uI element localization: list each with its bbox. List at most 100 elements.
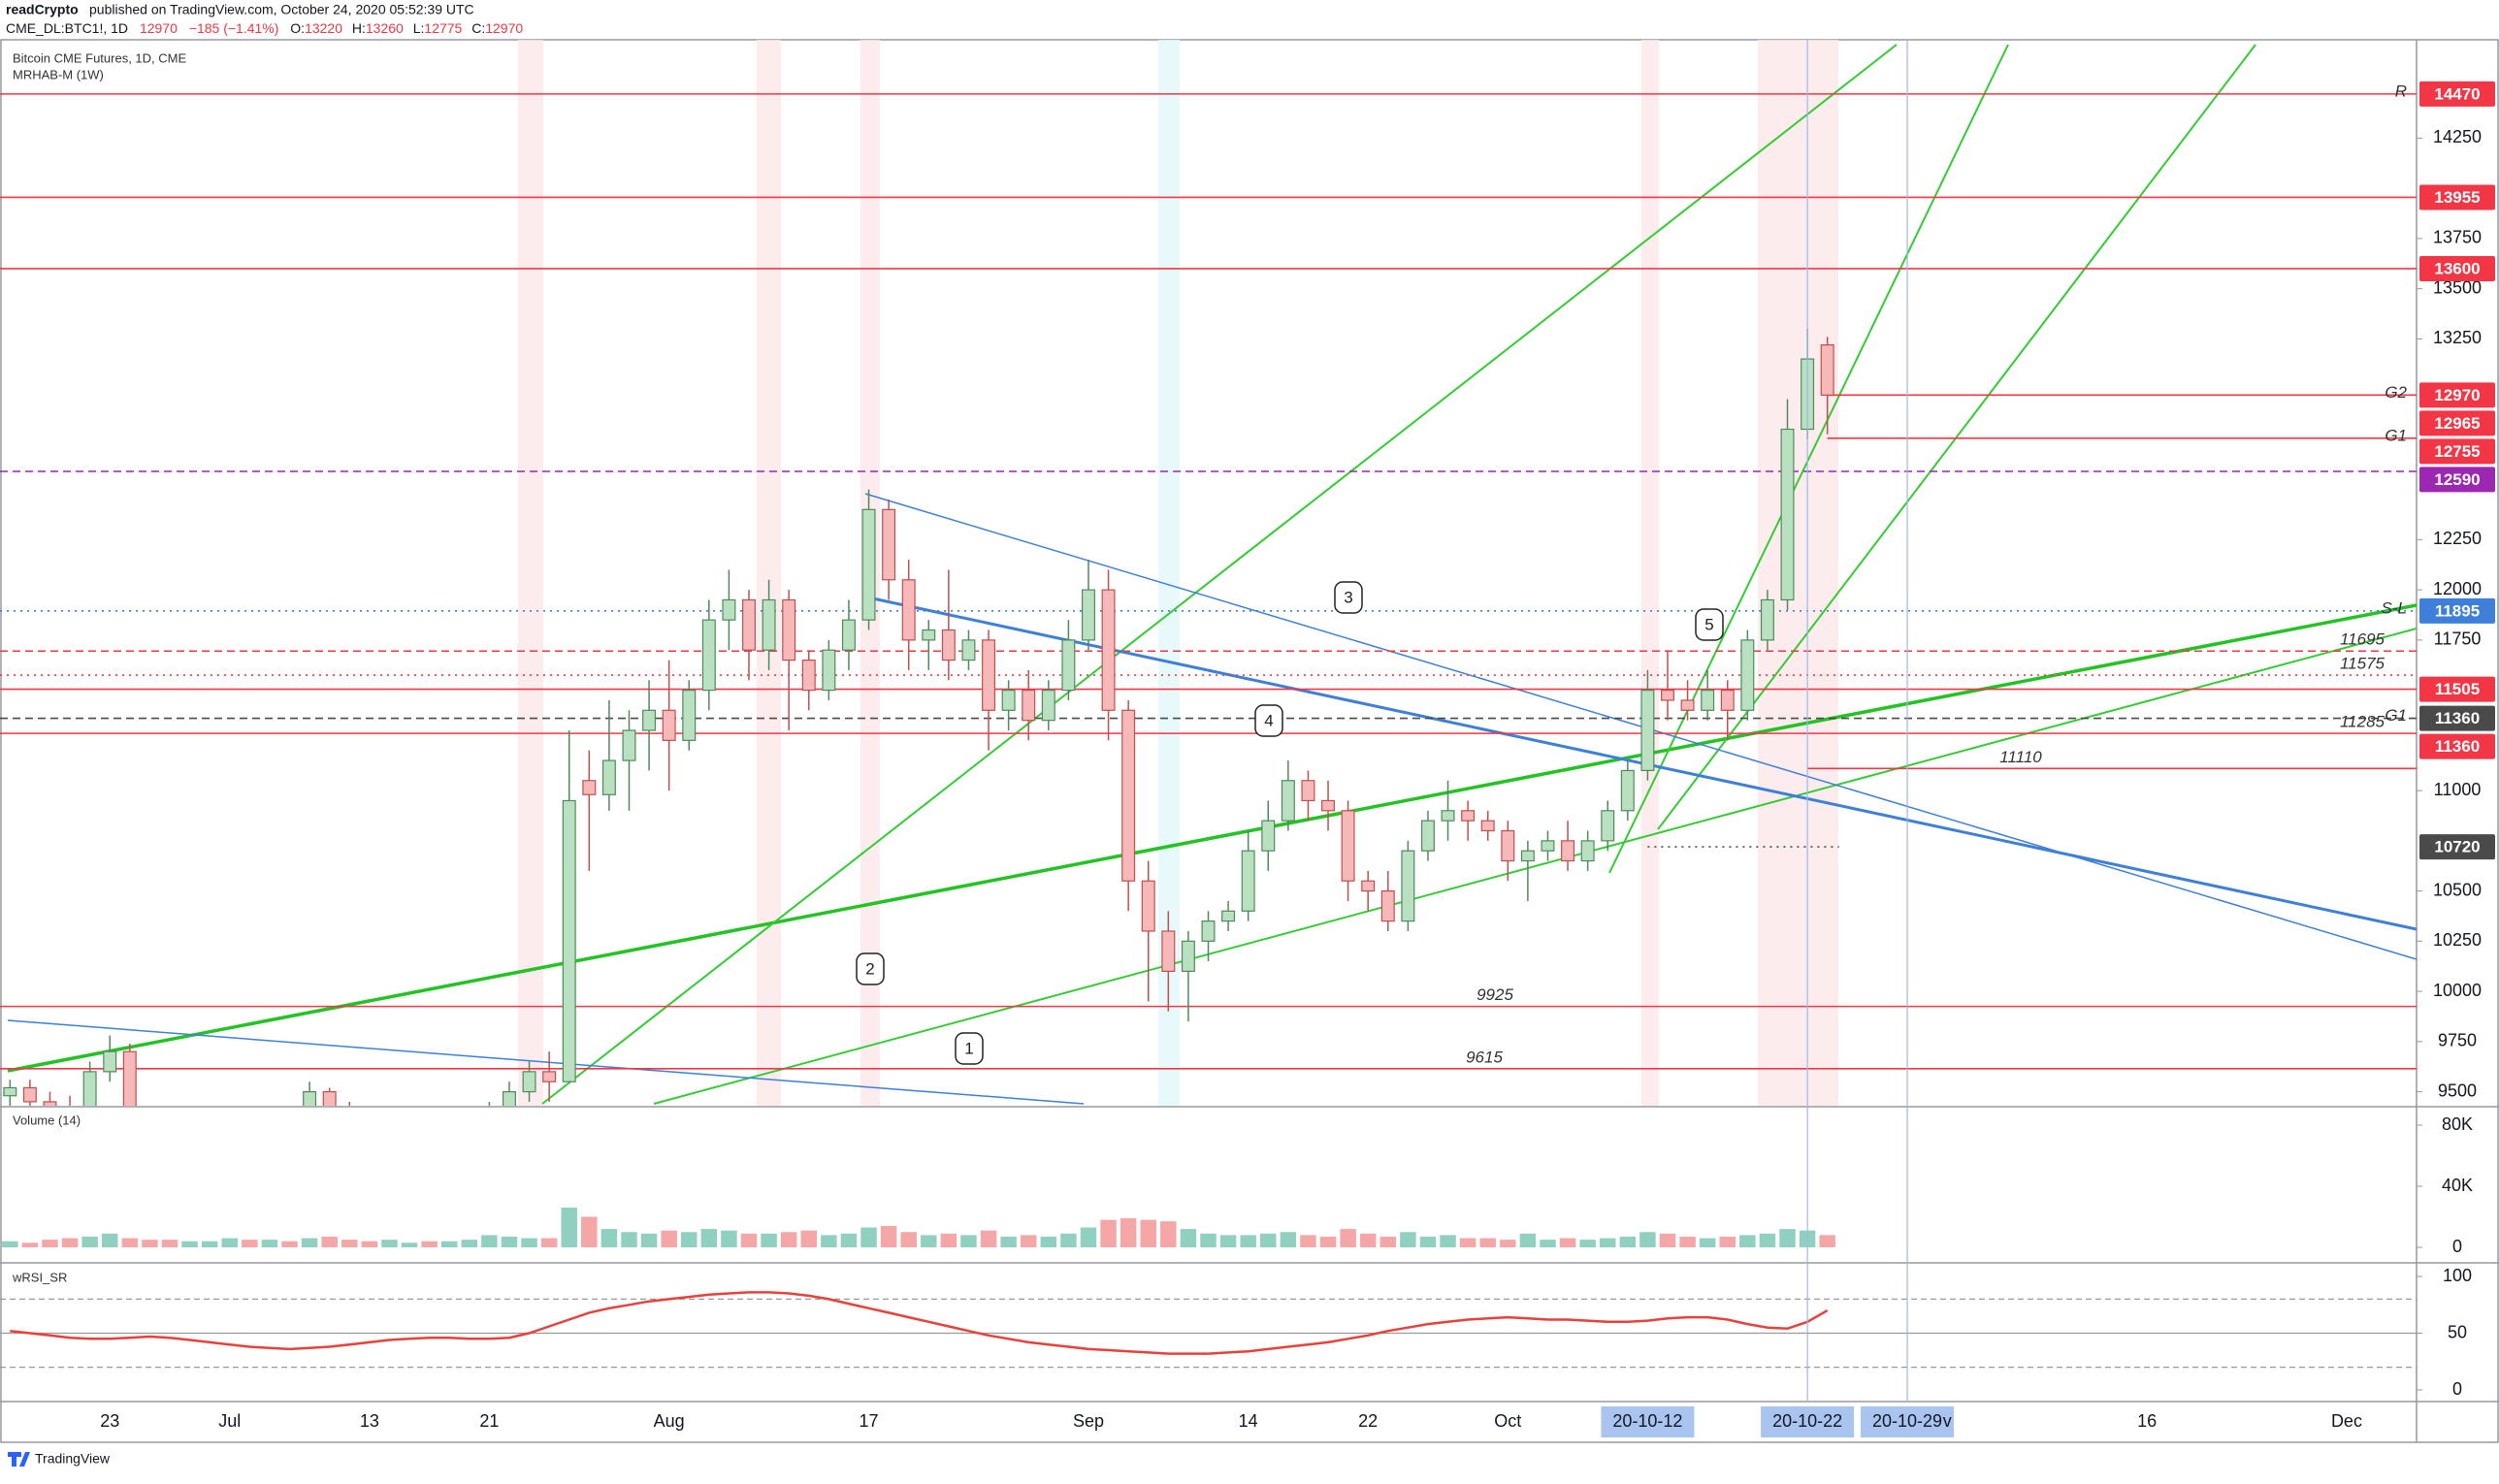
price-label: 11505 <box>2435 680 2480 698</box>
level-tag: S-L <box>2382 598 2407 617</box>
volume-bar <box>800 1230 817 1247</box>
price-label-box <box>2419 676 2495 702</box>
candle-body <box>122 1050 137 1106</box>
volume-bar <box>1200 1233 1217 1247</box>
candle-body <box>582 780 597 795</box>
volume-bar <box>1579 1240 1596 1247</box>
y-tick-label: 0 <box>2452 1379 2462 1399</box>
highlight-band <box>518 40 543 1106</box>
volume-bar <box>640 1233 658 1247</box>
candle-body <box>1701 690 1715 711</box>
volume-bar <box>1140 1219 1156 1247</box>
candle-body <box>1601 810 1615 842</box>
price-label: 12590 <box>2434 470 2480 489</box>
volume-pane <box>2 1208 1835 1247</box>
volume-bar <box>142 1240 158 1247</box>
ohlc-prefix: C: <box>471 20 485 36</box>
candle-body <box>961 639 976 661</box>
price-label-box <box>2419 184 2495 210</box>
volume-bar <box>540 1238 558 1247</box>
candle-body <box>1820 344 1834 396</box>
candle-body <box>742 598 756 651</box>
y-tick-label: 10500 <box>2433 880 2482 899</box>
price-label-box <box>2419 438 2495 465</box>
level-label: 9615 <box>1466 1048 1503 1066</box>
volume-bar <box>1479 1238 1496 1247</box>
x-tick-label: 22 <box>1358 1411 1378 1431</box>
callout-box <box>955 1032 984 1065</box>
price-label: 11360 <box>2435 737 2480 756</box>
candle-body <box>562 799 576 1082</box>
volume-bar <box>21 1242 39 1247</box>
symbol-line: CME_DL:BTC1!, 1D 12970 −185 (−1.41%) O:1… <box>6 20 523 36</box>
last-price: 12970 <box>140 20 178 36</box>
candle-body <box>1121 709 1136 882</box>
candle-body <box>303 1090 317 1106</box>
candle-body <box>1081 589 1095 641</box>
volume-bar <box>780 1232 797 1247</box>
volume-bar <box>1000 1236 1017 1247</box>
candle-body <box>1321 799 1336 812</box>
candle-body <box>22 1086 37 1103</box>
volume-bar <box>740 1233 758 1247</box>
volume-bar <box>721 1230 737 1247</box>
volume-bar <box>2 1241 18 1247</box>
author: readCrypto <box>6 2 79 17</box>
ohlc-prefix: O: <box>290 20 305 36</box>
candle-body <box>1241 850 1255 912</box>
price-label-box <box>2419 597 2495 624</box>
volume-bar <box>1080 1227 1097 1247</box>
y-tick-label: 0 <box>2452 1237 2462 1256</box>
volume-bar <box>1340 1229 1356 1247</box>
y-tick-label: 40K <box>2442 1176 2473 1195</box>
candle-body <box>1181 940 1195 972</box>
volume-bar <box>242 1240 258 1247</box>
ohlc-low: 12775 <box>424 20 462 36</box>
volume-bar <box>101 1233 118 1247</box>
volume-bar <box>1739 1235 1756 1247</box>
wrsi-line <box>10 1291 1829 1355</box>
volume-bar <box>1600 1238 1616 1247</box>
volume-bar <box>1379 1236 1397 1247</box>
price-label-box <box>2419 255 2495 281</box>
candle-body <box>542 1071 557 1082</box>
change: −185 (−1.41%) <box>189 20 279 36</box>
candle-body <box>1501 829 1515 862</box>
callout-box <box>1695 608 1724 641</box>
trendline <box>1608 44 2009 874</box>
callout-label: 2 <box>865 959 874 978</box>
ohlc-close: 12970 <box>485 20 523 36</box>
volume-bar <box>221 1238 238 1247</box>
price-label: 14470 <box>2434 84 2480 103</box>
volume-bar <box>361 1241 378 1247</box>
callout-label: 4 <box>1264 711 1273 729</box>
callout-box <box>1334 581 1363 614</box>
candle-body <box>1022 690 1036 722</box>
volume-bar <box>1180 1229 1197 1247</box>
volume-bar <box>1319 1236 1337 1247</box>
volume-bar <box>960 1235 977 1247</box>
x-tick-label: 20-10-29 <box>1872 1411 1942 1431</box>
x-tick-label: Jul <box>218 1411 241 1431</box>
candle-body <box>1380 889 1395 922</box>
volume-bar <box>1280 1232 1297 1247</box>
volume-bar <box>501 1236 518 1247</box>
volume-bar <box>1219 1235 1237 1247</box>
volume-bar <box>521 1238 537 1247</box>
volume-bar <box>681 1232 698 1247</box>
highlight-band <box>1158 40 1180 1106</box>
volume-bar <box>81 1236 98 1247</box>
price-label-box <box>2419 410 2495 436</box>
volume-bar <box>461 1240 478 1247</box>
y-tick-label: 9750 <box>2438 1031 2477 1050</box>
candle-body <box>642 709 657 731</box>
candle-body <box>1561 840 1575 862</box>
volume-bar <box>1419 1236 1437 1247</box>
level-label: 11695 <box>2340 630 2385 649</box>
highlight-band <box>1641 40 1659 1106</box>
level-tag: R <box>2395 81 2407 100</box>
price-label-box <box>2419 81 2495 107</box>
chart-frame <box>0 39 2499 1443</box>
volume-bar <box>1540 1240 1556 1247</box>
